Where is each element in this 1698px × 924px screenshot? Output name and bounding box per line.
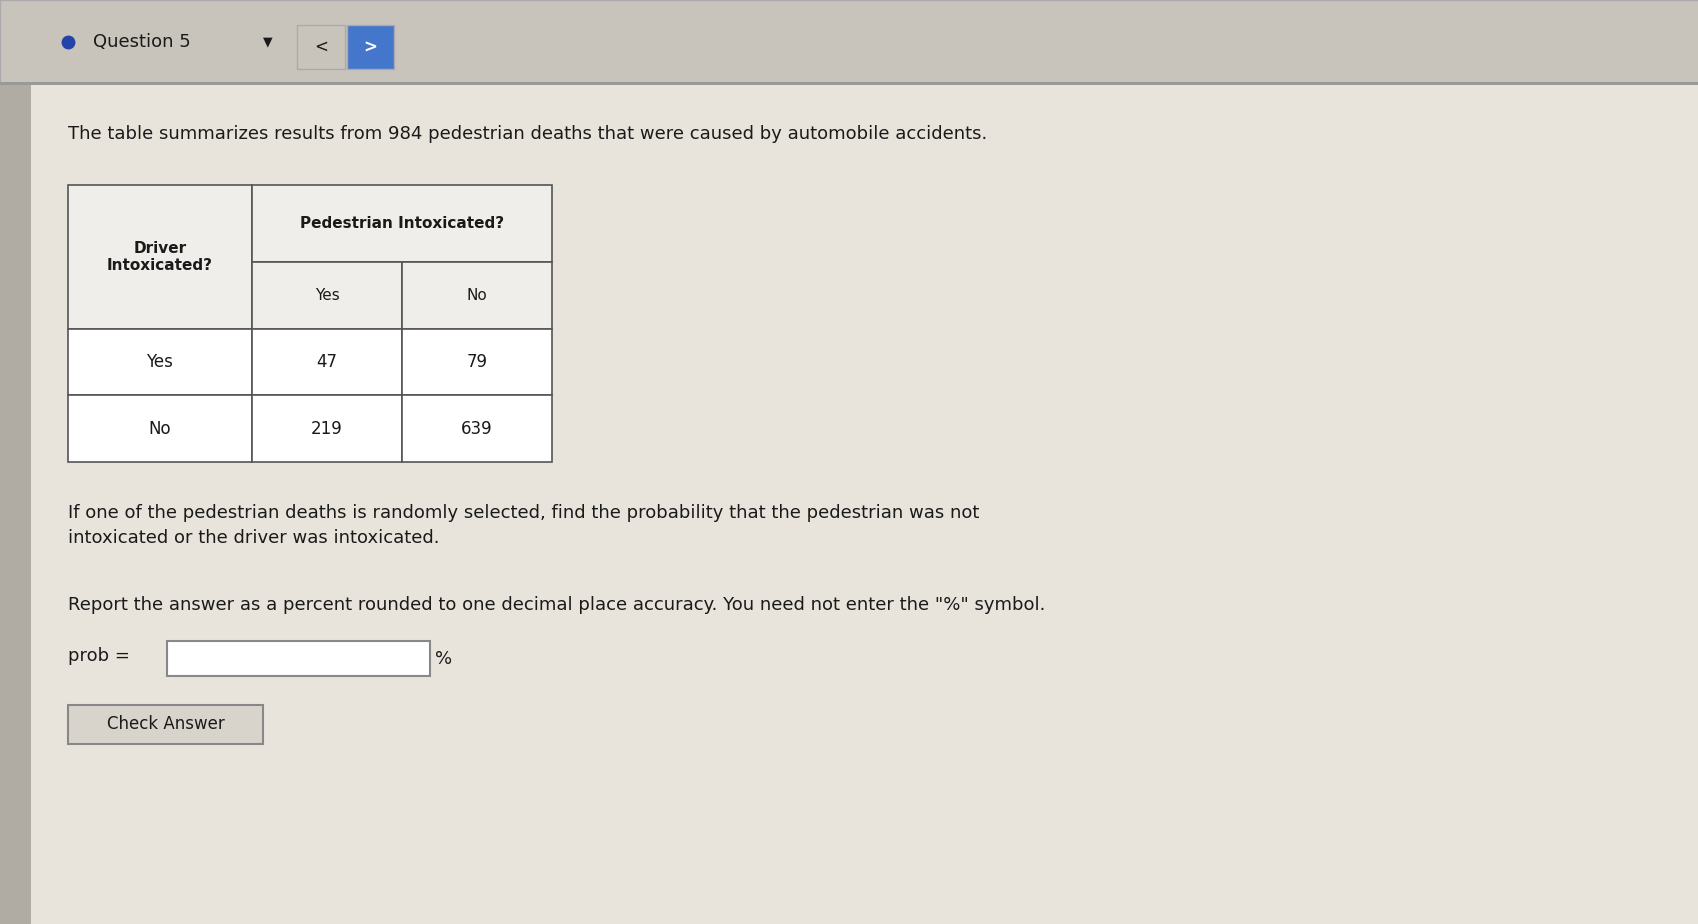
Bar: [68, 395, 251, 462]
Text: %: %: [435, 650, 452, 668]
Text: Report the answer as a percent rounded to one decimal place accuracy. You need n: Report the answer as a percent rounded t…: [68, 596, 1044, 614]
Text: 47: 47: [316, 353, 338, 371]
Text: 639: 639: [462, 419, 492, 438]
Text: Yes: Yes: [314, 288, 340, 303]
Text: Question 5: Question 5: [93, 32, 192, 51]
Bar: [68, 185, 251, 329]
Text: ▼: ▼: [263, 35, 273, 48]
Bar: [402, 395, 552, 462]
Bar: [251, 395, 402, 462]
Text: No: No: [467, 288, 487, 303]
Text: 79: 79: [467, 353, 487, 371]
Text: <: <: [314, 38, 328, 56]
FancyBboxPatch shape: [0, 82, 1698, 85]
Text: Driver
Intoxicated?: Driver Intoxicated?: [107, 240, 212, 274]
FancyBboxPatch shape: [0, 0, 31, 924]
FancyBboxPatch shape: [68, 705, 263, 744]
Bar: [251, 185, 552, 262]
Text: Yes: Yes: [146, 353, 173, 371]
Bar: [402, 262, 552, 329]
FancyBboxPatch shape: [166, 641, 430, 676]
Text: If one of the pedestrian deaths is randomly selected, find the probability that : If one of the pedestrian deaths is rando…: [68, 504, 978, 547]
Text: prob =: prob =: [68, 647, 129, 665]
FancyBboxPatch shape: [0, 0, 1698, 83]
Bar: [402, 329, 552, 395]
FancyBboxPatch shape: [346, 25, 394, 69]
Text: Check Answer: Check Answer: [107, 715, 224, 734]
FancyBboxPatch shape: [297, 25, 345, 69]
Text: No: No: [148, 419, 171, 438]
Text: Pedestrian Intoxicated?: Pedestrian Intoxicated?: [301, 216, 504, 231]
Text: The table summarizes results from 984 pedestrian deaths that were caused by auto: The table summarizes results from 984 pe…: [68, 125, 987, 142]
Bar: [68, 329, 251, 395]
Text: >: >: [363, 38, 377, 56]
Bar: [251, 329, 402, 395]
Bar: [251, 262, 402, 329]
Text: 219: 219: [311, 419, 343, 438]
